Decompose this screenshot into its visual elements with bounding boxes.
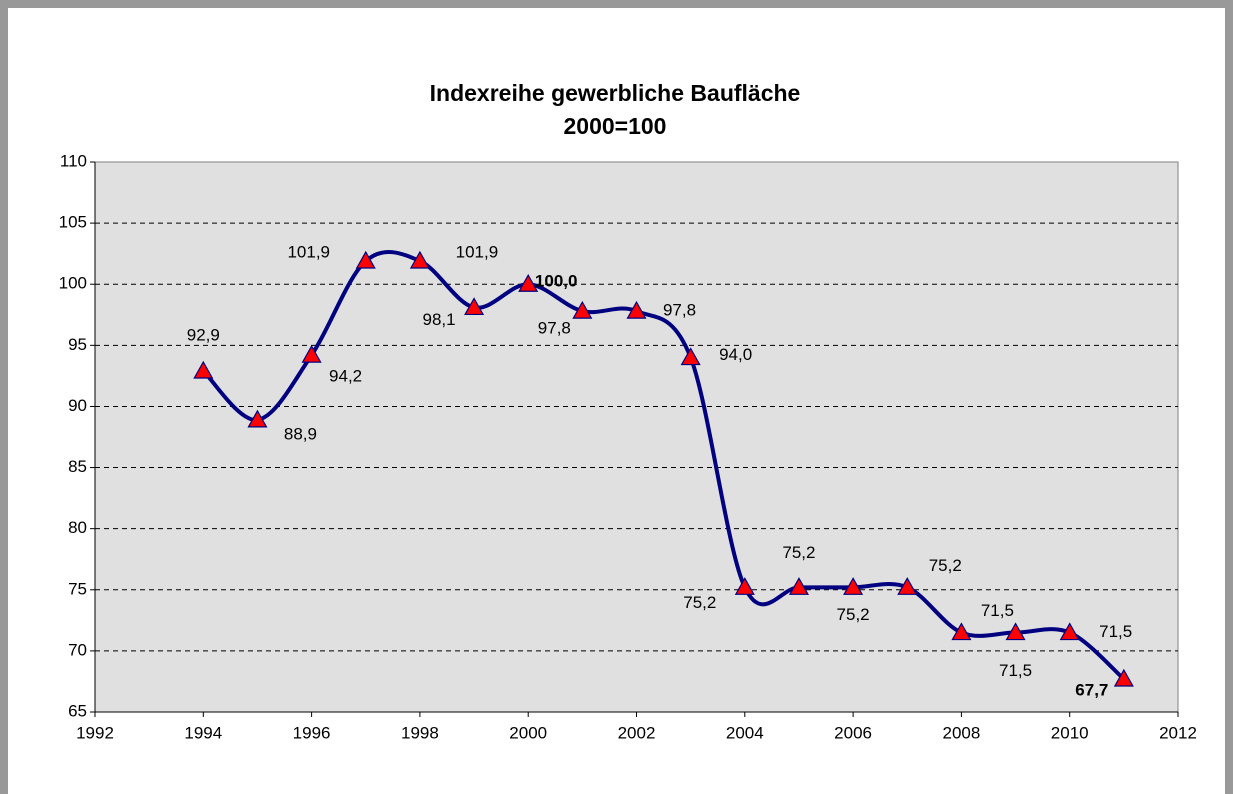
marker	[680, 347, 701, 366]
x-tick-label: 2004	[726, 723, 764, 742]
y-tick-label: 80	[68, 518, 87, 537]
y-tick-label: 105	[59, 213, 87, 232]
data-label: 67,7	[1075, 680, 1108, 699]
x-tick-label: 2012	[1159, 723, 1197, 742]
data-label: 101,9	[456, 242, 499, 261]
x-tick-label: 2008	[942, 723, 980, 742]
x-tick-label: 1998	[401, 723, 439, 742]
marker	[301, 344, 322, 363]
y-tick-label: 65	[68, 701, 87, 720]
y-tick-label: 95	[68, 335, 87, 354]
x-tick-label: 2010	[1051, 723, 1089, 742]
y-tick-label: 75	[68, 579, 87, 598]
marker	[464, 297, 485, 316]
data-label: 101,9	[287, 242, 330, 261]
y-tick-label: 70	[68, 640, 87, 659]
data-label: 88,9	[284, 424, 317, 443]
marker	[409, 250, 430, 269]
x-tick-label: 1994	[184, 723, 222, 742]
data-label: 71,5	[999, 661, 1032, 680]
data-label: 100,0	[535, 272, 578, 291]
y-tick-label: 85	[68, 457, 87, 476]
y-tick-label: 90	[68, 396, 87, 415]
marker	[193, 360, 214, 379]
data-label: 97,8	[538, 319, 571, 338]
y-tick-label: 100	[59, 274, 87, 293]
marker	[247, 409, 268, 428]
marker	[626, 300, 647, 319]
marker	[518, 273, 539, 292]
marker	[843, 577, 864, 595]
data-label: 75,2	[929, 556, 962, 575]
marker	[1059, 622, 1080, 641]
data-label: 94,0	[719, 345, 752, 364]
x-tick-label: 2006	[834, 723, 872, 742]
data-label: 75,2	[683, 593, 716, 612]
data-label: 71,5	[1099, 622, 1132, 641]
data-label: 92,9	[187, 325, 220, 344]
chart-title: Indexreihe gewerbliche Baufläche	[430, 80, 801, 106]
chart-subtitle: 2000=100	[564, 113, 667, 139]
marker	[788, 577, 809, 595]
marker	[897, 577, 918, 595]
data-label: 71,5	[981, 601, 1014, 620]
data-label: 75,2	[837, 605, 870, 624]
y-tick-label: 110	[60, 151, 87, 170]
data-label: 94,2	[329, 367, 362, 386]
data-label: 75,2	[782, 543, 815, 562]
data-label: 97,8	[663, 301, 696, 320]
marker	[951, 622, 972, 641]
data-label: 98,1	[423, 310, 456, 329]
marker	[1113, 668, 1134, 687]
x-tick-label: 1996	[293, 723, 331, 742]
marker	[734, 577, 755, 595]
marker	[572, 300, 593, 319]
x-tick-label: 2002	[618, 723, 656, 742]
x-tick-label: 2000	[509, 723, 547, 742]
marker	[1005, 622, 1026, 641]
x-tick-label: 1992	[76, 723, 114, 742]
marker	[355, 250, 376, 269]
